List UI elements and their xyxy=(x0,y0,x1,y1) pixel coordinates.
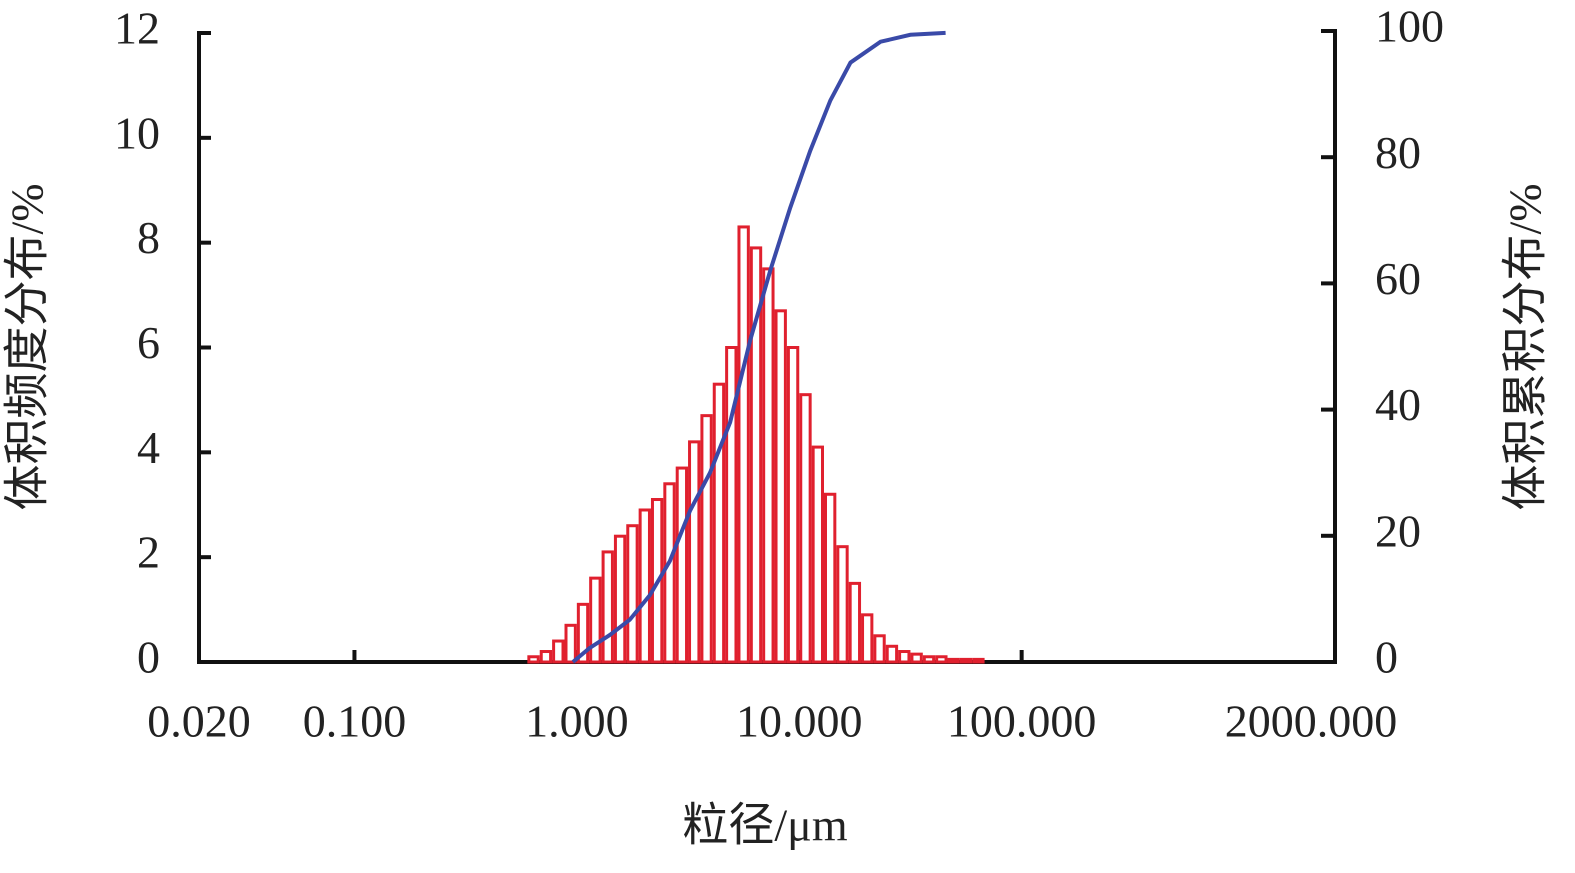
bar xyxy=(552,639,565,664)
y-axis-label: 体积频度分布/% xyxy=(2,183,53,510)
bar xyxy=(910,652,923,664)
bar xyxy=(972,657,985,664)
y2-tick-label: 40 xyxy=(1375,379,1421,430)
y2-tick-label: 100 xyxy=(1375,1,1444,52)
bar xyxy=(737,225,750,664)
bar xyxy=(799,393,812,664)
bar xyxy=(601,550,614,664)
bar xyxy=(922,655,936,664)
y-tick-label: 0 xyxy=(137,632,160,683)
bar xyxy=(762,267,775,664)
bar xyxy=(564,623,577,664)
bar xyxy=(576,602,590,664)
y-tick-label: 10 xyxy=(114,107,160,158)
bar xyxy=(749,246,763,664)
bar xyxy=(873,634,886,664)
bar xyxy=(725,346,738,664)
x-tick-label: 2000.000 xyxy=(1225,696,1398,747)
bar xyxy=(675,466,689,664)
y2-axis-label: 体积累积分布/% xyxy=(1500,183,1551,510)
x-tick-label: 1.000 xyxy=(525,696,629,747)
cumulative-line xyxy=(571,30,946,664)
y-tick-label: 6 xyxy=(137,317,160,368)
bar xyxy=(947,657,960,664)
bar xyxy=(786,346,800,664)
y-tick-label: 12 xyxy=(114,3,160,54)
x-tick-label: 0.100 xyxy=(303,696,407,747)
y-tick-label: 4 xyxy=(137,422,160,473)
bar xyxy=(626,524,639,664)
bar xyxy=(638,508,651,664)
y-tick-label: 8 xyxy=(137,212,160,263)
x-axis-label: 粒径/μm xyxy=(682,800,847,851)
bar xyxy=(774,309,787,664)
bar xyxy=(527,655,540,664)
y2-tick-label: 80 xyxy=(1375,127,1421,178)
y2-tick-label: 20 xyxy=(1375,505,1421,556)
bar xyxy=(688,440,701,664)
bar xyxy=(823,492,837,664)
y2-tick-label: 0 xyxy=(1375,632,1398,683)
bar xyxy=(700,414,713,664)
bar xyxy=(712,382,726,664)
bar xyxy=(885,644,899,664)
bar xyxy=(959,657,973,664)
x-tick-label: 100.000 xyxy=(947,696,1097,747)
bar xyxy=(935,655,948,664)
y2-tick-label: 60 xyxy=(1375,253,1421,304)
bar xyxy=(663,482,676,664)
bar xyxy=(848,581,862,664)
x-tick-label: 10.000 xyxy=(736,696,863,747)
bar xyxy=(539,650,553,664)
x-tick-label: 0.020 xyxy=(147,696,251,747)
bar xyxy=(861,613,874,664)
bar xyxy=(898,650,911,664)
bar xyxy=(811,445,824,664)
bar xyxy=(613,534,627,664)
y-tick-label: 2 xyxy=(137,527,160,578)
bar xyxy=(836,545,849,664)
bar xyxy=(589,576,602,664)
